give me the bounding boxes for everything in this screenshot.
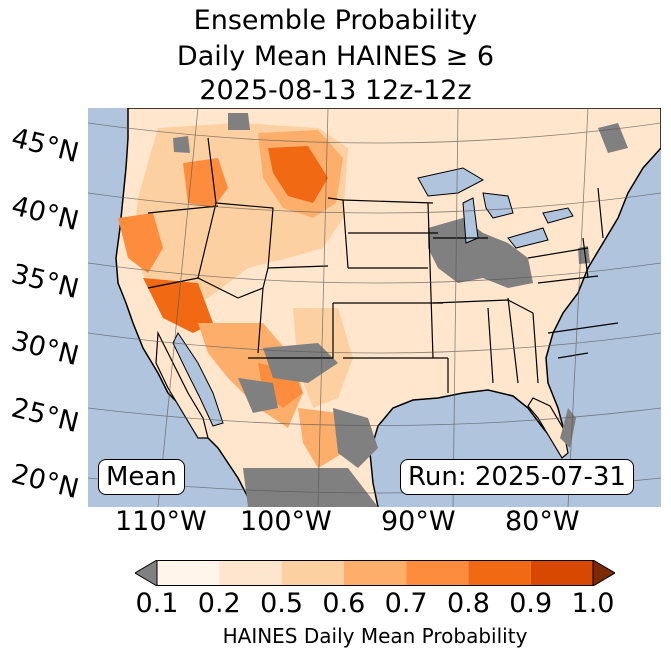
colorbar-segment <box>530 560 593 586</box>
florida <box>527 397 569 459</box>
colorbar-svg <box>134 559 616 587</box>
lat-label-45: 45°N <box>8 122 82 170</box>
colorbar-under-arrow <box>134 559 158 587</box>
lat-label-20: 20°N <box>8 458 82 506</box>
colorbar-segment <box>281 560 344 586</box>
title-line-3: 2025-08-13 12z-12z <box>199 75 472 106</box>
colorbar-segment <box>468 560 531 586</box>
colorbar-tick-label: 0.8 <box>446 588 490 619</box>
colorbar-segment <box>406 560 469 586</box>
lat-label-40: 40°N <box>8 190 82 238</box>
colorbar-tick-label: 0.5 <box>260 588 304 619</box>
colorbar-over-arrow <box>592 559 616 587</box>
graticule <box>88 108 661 507</box>
lon-label-80: 80°W <box>505 506 580 537</box>
lon-label-100: 100°W <box>240 506 332 537</box>
map-canvas <box>88 108 661 507</box>
state-boundaries <box>147 137 619 393</box>
colorbar-tick-label: 1.0 <box>571 588 615 619</box>
colorbar-label: HAINES Daily Mean Probability <box>222 624 528 648</box>
colorbar-tick-label: 0.2 <box>197 588 241 619</box>
colorbar-tick-label: 0.6 <box>322 588 366 619</box>
colorbar-tick-label: 0.7 <box>384 588 428 619</box>
run-date-box: Run: 2025-07-31 <box>400 459 634 495</box>
colorbar-tick-label: 0.1 <box>135 588 179 619</box>
colorbar-segment <box>157 560 220 586</box>
map-panel: Mean Run: 2025-07-31 <box>88 108 661 507</box>
lat-label-35: 35°N <box>8 258 82 306</box>
baja-peninsula <box>155 330 209 439</box>
title-line-1: Ensemble Probability <box>193 5 478 36</box>
lat-label-30: 30°N <box>8 325 82 373</box>
lat-label-25: 25°N <box>8 392 82 440</box>
stat-label-box: Mean <box>98 459 185 495</box>
no-data-areas <box>173 113 628 507</box>
title-line-2: Daily Mean HAINES ≥ 6 <box>176 41 495 72</box>
gulf-of-california <box>172 332 224 427</box>
colorbar-segment <box>343 560 407 586</box>
colorbar-frame <box>156 560 594 586</box>
colorbar-segment <box>219 560 282 586</box>
colorbar <box>134 559 616 587</box>
lon-label-90: 90°W <box>381 506 456 537</box>
colorbar-tick-label: 0.9 <box>509 588 553 619</box>
lon-label-110: 110°W <box>115 506 207 537</box>
